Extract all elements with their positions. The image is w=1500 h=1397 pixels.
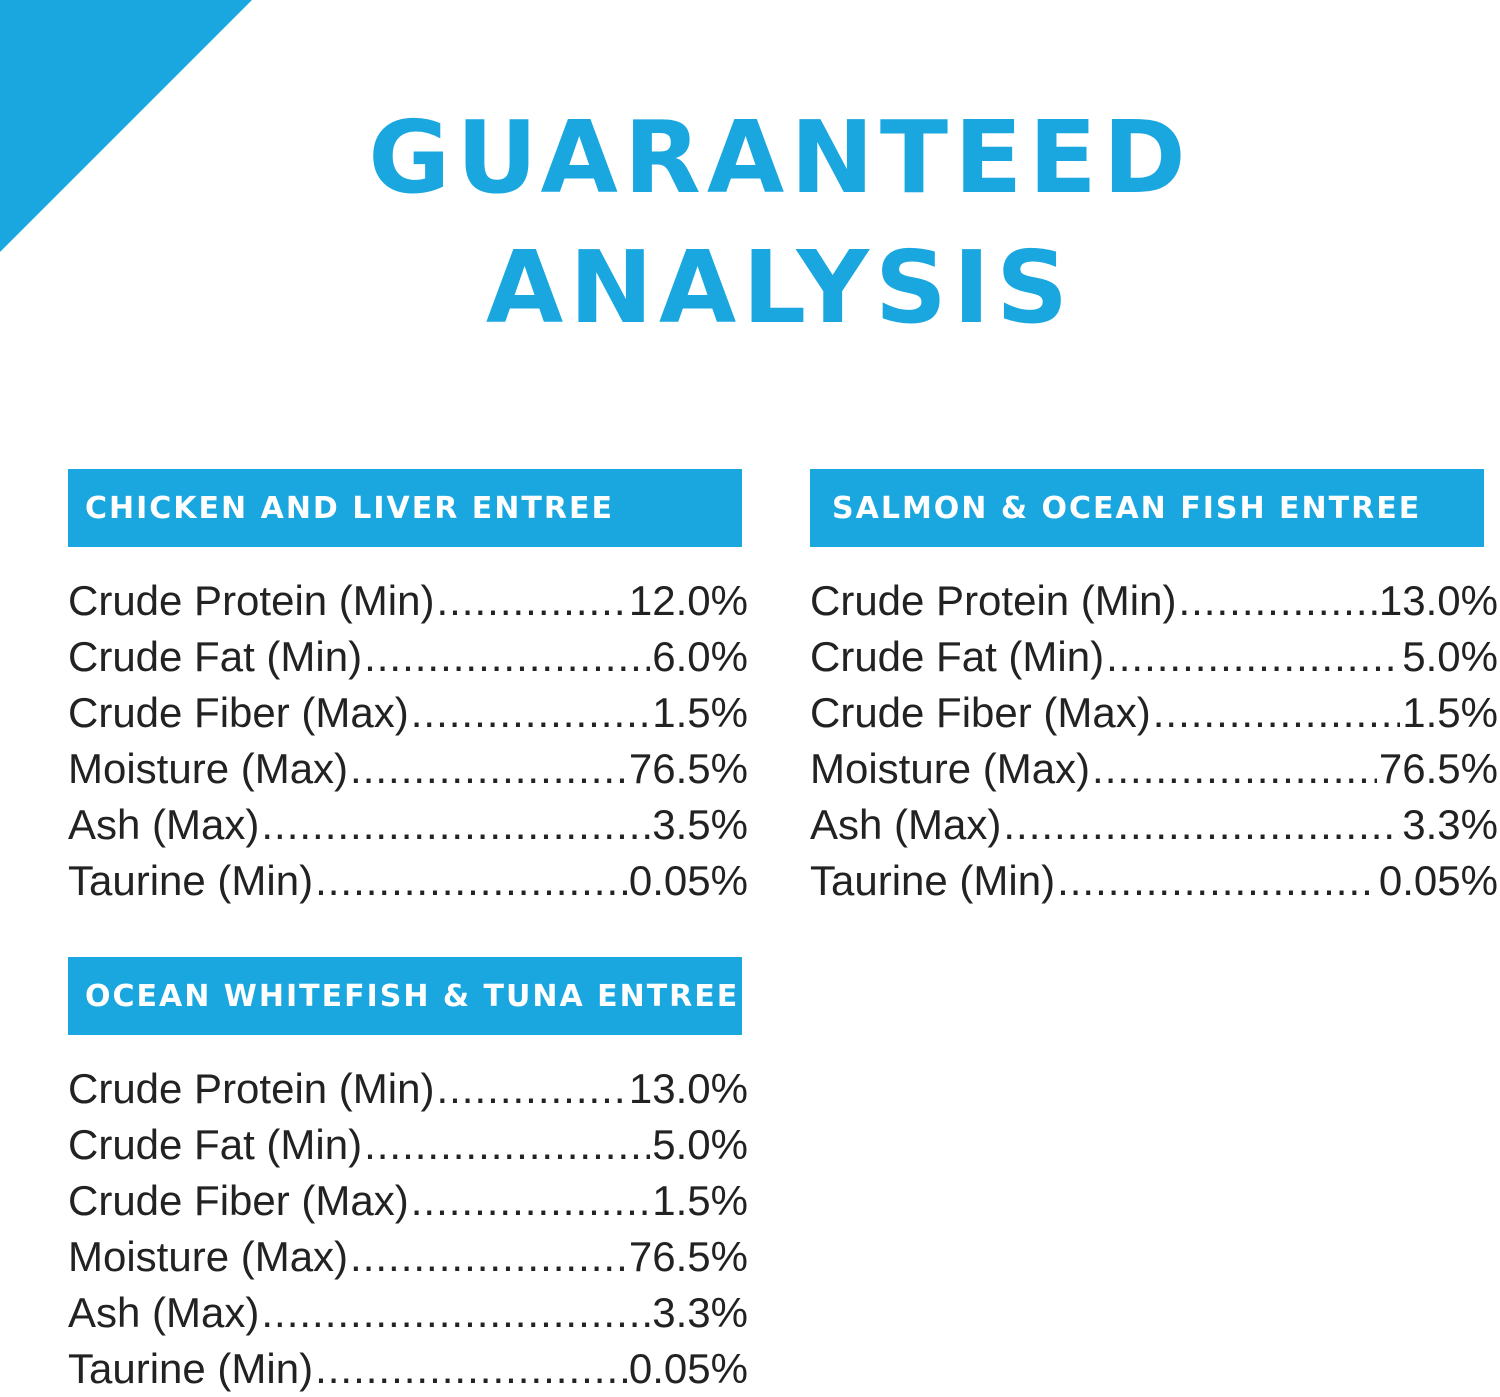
nutrient-label: Crude Fiber (Max) <box>68 1177 409 1224</box>
section-chicken-liver: CHICKEN AND LIVER ENTREE Crude Protein (… <box>68 469 748 909</box>
nutrient-label: Ash (Max) <box>68 801 260 848</box>
leader-dots <box>1178 573 1376 629</box>
corner-accent-triangle <box>0 0 252 252</box>
nutrient-label: Crude Fat (Min) <box>68 1121 363 1168</box>
section-heading: OCEAN WHITEFISH & TUNA ENTREE <box>68 957 742 1035</box>
analysis-row: Crude Fiber (Max) 1.5% <box>68 685 748 741</box>
leader-dots <box>1153 685 1401 741</box>
leader-dots <box>350 741 627 797</box>
leader-dots <box>1057 853 1377 909</box>
nutrient-label: Taurine (Min) <box>68 857 314 904</box>
nutrient-value: 1.5% <box>652 689 748 736</box>
analysis-row: Crude Fat (Min) 5.0% <box>68 1117 748 1173</box>
analysis-row: Crude Protein (Min) 13.0% <box>68 1061 748 1117</box>
analysis-row: Moisture (Max) 76.5% <box>810 741 1498 797</box>
analysis-row: Ash (Max) 3.3% <box>68 1285 748 1341</box>
nutrient-label: Moisture (Max) <box>810 745 1091 792</box>
leader-dots <box>261 1285 650 1341</box>
nutrient-value: 3.3% <box>652 1289 748 1336</box>
analysis-row: Crude Fat (Min) 5.0% <box>810 629 1498 685</box>
analysis-row: Taurine (Min) 0.05% <box>68 853 748 909</box>
page-title-line-2: ANALYSIS <box>485 229 1075 346</box>
leader-dots <box>436 1061 626 1117</box>
analysis-row: Ash (Max) 3.5% <box>68 797 748 853</box>
leader-dots <box>1003 797 1400 853</box>
nutrient-value: 3.5% <box>652 801 748 848</box>
nutrient-label: Ash (Max) <box>68 1289 260 1336</box>
nutrient-label: Crude Protein (Min) <box>68 1065 435 1112</box>
nutrient-value: 5.0% <box>1402 633 1498 680</box>
leader-dots <box>364 1117 650 1173</box>
section-ocean-whitefish-tuna: OCEAN WHITEFISH & TUNA ENTREE Crude Prot… <box>68 957 748 1397</box>
analysis-list: Crude Protein (Min) 12.0% Crude Fat (Min)… <box>68 573 748 909</box>
leader-dots <box>411 1173 651 1229</box>
analysis-row: Taurine (Min) 0.05% <box>68 1341 748 1397</box>
section-heading: SALMON & OCEAN FISH ENTREE <box>810 469 1484 547</box>
nutrient-label: Taurine (Min) <box>810 857 1056 904</box>
leader-dots <box>1106 629 1400 685</box>
section-salmon-ocean-fish: SALMON & OCEAN FISH ENTREE Crude Protein… <box>810 469 1498 909</box>
nutrient-label: Crude Fiber (Max) <box>68 689 409 736</box>
analysis-row: Taurine (Min) 0.05% <box>810 853 1498 909</box>
analysis-row: Moisture (Max) 76.5% <box>68 1229 748 1285</box>
nutrient-value: 3.3% <box>1402 801 1498 848</box>
analysis-row: Ash (Max) 3.3% <box>810 797 1498 853</box>
leader-dots <box>350 1229 627 1285</box>
nutrient-value: 76.5% <box>628 745 748 792</box>
nutrient-value: 13.0% <box>628 1065 748 1112</box>
leader-dots <box>436 573 626 629</box>
nutrient-label: Crude Fiber (Max) <box>810 689 1151 736</box>
analysis-row: Crude Fiber (Max) 1.5% <box>68 1173 748 1229</box>
nutrient-label: Crude Protein (Min) <box>810 577 1177 624</box>
nutrient-value: 1.5% <box>1402 689 1498 736</box>
nutrient-value: 1.5% <box>652 1177 748 1224</box>
nutrient-label: Crude Protein (Min) <box>68 577 435 624</box>
analysis-row: Moisture (Max) 76.5% <box>68 741 748 797</box>
analysis-list: Crude Protein (Min) 13.0% Crude Fat (Min)… <box>68 1061 748 1397</box>
nutrient-value: 76.5% <box>628 1233 748 1280</box>
nutrient-value: 0.05% <box>628 857 748 904</box>
nutrient-label: Moisture (Max) <box>68 745 349 792</box>
analysis-row: Crude Protein (Min) 13.0% <box>810 573 1498 629</box>
nutrient-value: 0.05% <box>628 1345 748 1392</box>
analysis-row: Crude Fat (Min) 6.0% <box>68 629 748 685</box>
nutrient-value: 0.05% <box>1378 857 1498 904</box>
nutrient-label: Taurine (Min) <box>68 1345 314 1392</box>
nutrient-label: Ash (Max) <box>810 801 1002 848</box>
nutrient-value: 5.0% <box>652 1121 748 1168</box>
nutrient-value: 76.5% <box>1378 745 1498 792</box>
leader-dots <box>364 629 650 685</box>
leader-dots <box>1092 741 1377 797</box>
nutrient-value: 13.0% <box>1378 577 1498 624</box>
nutrient-value: 12.0% <box>628 577 748 624</box>
analysis-row: Crude Protein (Min) 12.0% <box>68 573 748 629</box>
analysis-list: Crude Protein (Min) 13.0% Crude Fat (Min)… <box>810 573 1498 909</box>
nutrient-label: Moisture (Max) <box>68 1233 349 1280</box>
nutrient-label: Crude Fat (Min) <box>68 633 363 680</box>
leader-dots <box>411 685 651 741</box>
page-title-line-1: GUARANTEED <box>368 99 1192 216</box>
analysis-row: Crude Fiber (Max) 1.5% <box>810 685 1498 741</box>
section-heading: CHICKEN AND LIVER ENTREE <box>68 469 742 547</box>
nutrient-value: 6.0% <box>652 633 748 680</box>
leader-dots <box>315 1341 627 1397</box>
leader-dots <box>315 853 627 909</box>
nutrient-label: Crude Fat (Min) <box>810 633 1105 680</box>
leader-dots <box>261 797 650 853</box>
